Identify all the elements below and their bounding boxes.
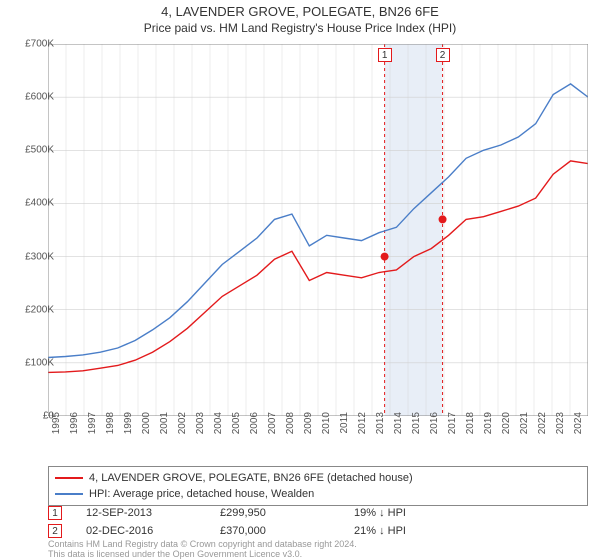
x-tick-label: 2004	[213, 412, 224, 452]
legend-swatch-hpi	[55, 493, 83, 495]
transaction-date-1: 12-SEP-2013	[86, 507, 196, 519]
transaction-price-1: £299,950	[220, 507, 330, 519]
x-tick-label: 1998	[105, 412, 116, 452]
x-tick-label: 2010	[321, 412, 332, 452]
legend: 4, LAVENDER GROVE, POLEGATE, BN26 6FE (d…	[48, 466, 588, 506]
legend-row-property: 4, LAVENDER GROVE, POLEGATE, BN26 6FE (d…	[55, 470, 581, 486]
x-tick-label: 2017	[447, 412, 458, 452]
x-tick-label: 2007	[267, 412, 278, 452]
y-tick-label: £400K	[25, 198, 54, 209]
chart-subtitle: Price paid vs. HM Land Registry's House …	[0, 21, 600, 35]
x-tick-label: 2020	[501, 412, 512, 452]
x-tick-label: 2002	[177, 412, 188, 452]
x-tick-label: 2012	[357, 412, 368, 452]
x-tick-label: 1996	[69, 412, 80, 452]
transaction-delta-1: 19% ↓ HPI	[354, 507, 464, 519]
attribution-line-1: Contains HM Land Registry data © Crown c…	[48, 539, 357, 549]
transaction-row-2: 2 02-DEC-2016 £370,000 21% ↓ HPI	[48, 522, 588, 540]
x-tick-label: 2001	[159, 412, 170, 452]
legend-swatch-property	[55, 477, 83, 479]
transaction-price-2: £370,000	[220, 525, 330, 537]
transaction-row-1: 1 12-SEP-2013 £299,950 19% ↓ HPI	[48, 504, 588, 522]
x-tick-label: 2021	[519, 412, 530, 452]
y-tick-label: £100K	[25, 357, 54, 368]
x-tick-label: 2014	[393, 412, 404, 452]
x-tick-label: 2022	[537, 412, 548, 452]
transaction-delta-2: 21% ↓ HPI	[354, 525, 464, 537]
transaction-date-2: 02-DEC-2016	[86, 525, 196, 537]
x-tick-label: 2013	[375, 412, 386, 452]
attribution-line-2: This data is licensed under the Open Gov…	[48, 549, 302, 559]
x-tick-label: 2003	[195, 412, 206, 452]
legend-row-hpi: HPI: Average price, detached house, Weal…	[55, 486, 581, 502]
x-tick-label: 2023	[555, 412, 566, 452]
x-tick-label: 2024	[573, 412, 584, 452]
x-tick-label: 2015	[411, 412, 422, 452]
chart-svg	[48, 44, 588, 416]
x-tick-label: 2018	[465, 412, 476, 452]
y-tick-label: £300K	[25, 251, 54, 262]
legend-label-hpi: HPI: Average price, detached house, Weal…	[89, 488, 314, 500]
x-tick-label: 1997	[87, 412, 98, 452]
x-tick-label: 2009	[303, 412, 314, 452]
attribution: Contains HM Land Registry data © Crown c…	[48, 540, 357, 560]
x-tick-label: 2005	[231, 412, 242, 452]
transaction-marker-1: 1	[48, 506, 62, 520]
x-tick-label: 2019	[483, 412, 494, 452]
transaction-marker-2: 2	[48, 524, 62, 538]
y-tick-label: £700K	[25, 39, 54, 50]
y-tick-label: £600K	[25, 92, 54, 103]
x-tick-label: 2016	[429, 412, 440, 452]
x-tick-label: 1999	[123, 412, 134, 452]
y-tick-label: £200K	[25, 304, 54, 315]
transaction-table: 1 12-SEP-2013 £299,950 19% ↓ HPI 2 02-DE…	[48, 504, 588, 540]
transaction-callout: 2	[436, 48, 450, 62]
chart-plot-area	[48, 44, 588, 416]
x-tick-label: 2008	[285, 412, 296, 452]
x-tick-label: 2000	[141, 412, 152, 452]
legend-label-property: 4, LAVENDER GROVE, POLEGATE, BN26 6FE (d…	[89, 472, 413, 484]
transaction-callout: 1	[378, 48, 392, 62]
chart-title: 4, LAVENDER GROVE, POLEGATE, BN26 6FE	[0, 0, 600, 19]
x-tick-label: 1995	[51, 412, 62, 452]
y-tick-label: £500K	[25, 145, 54, 156]
x-tick-label: 2011	[339, 412, 350, 452]
x-tick-label: 2006	[249, 412, 260, 452]
